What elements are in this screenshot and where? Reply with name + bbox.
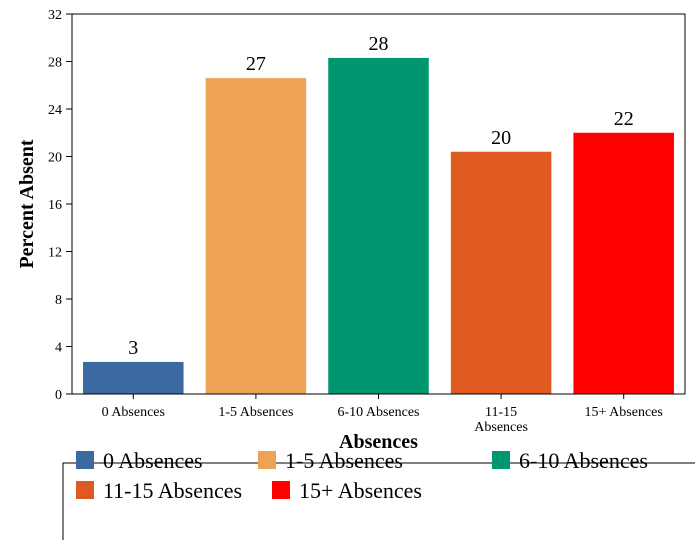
x-tick-label: Absences bbox=[474, 420, 528, 435]
x-tick-label: 6-10 Absences bbox=[337, 405, 419, 420]
bar bbox=[83, 361, 184, 394]
legend-swatch bbox=[492, 451, 510, 469]
x-tick-label: 15+ Absences bbox=[585, 405, 663, 420]
x-tick-label: 11-15 bbox=[485, 405, 517, 420]
x-tick-label: 0 Absences bbox=[102, 405, 165, 420]
legend: 0 Absences 1-5 Absences 6-10 Absences 11-15… bbox=[62, 448, 695, 540]
bar bbox=[573, 132, 674, 394]
y-tick-label: 32 bbox=[48, 8, 62, 23]
y-axis-ticks: 0 4 8 12 16 20 24 28 32 bbox=[48, 8, 72, 403]
bars bbox=[83, 57, 674, 394]
legend-label: 15+ Absences bbox=[299, 478, 422, 503]
bar bbox=[205, 78, 307, 394]
legend-swatch bbox=[258, 451, 276, 469]
legend-label: 1-5 Absences bbox=[285, 448, 403, 473]
y-axis-title: Percent Absent bbox=[16, 139, 38, 268]
legend-label: 6-10 Absences bbox=[519, 448, 648, 473]
y-tick-label: 16 bbox=[48, 198, 62, 213]
data-labels: 3 27 28 20 22 bbox=[128, 33, 633, 359]
legend-swatch bbox=[76, 481, 94, 499]
y-tick-label: 0 bbox=[55, 388, 62, 403]
legend-swatch bbox=[76, 451, 94, 469]
y-tick-label: 24 bbox=[48, 103, 62, 118]
y-tick-label: 28 bbox=[48, 56, 62, 71]
y-tick-label: 12 bbox=[48, 246, 62, 261]
x-axis-ticks: 0 Absences 1-5 Absences 6-10 Absences 11-15… bbox=[102, 394, 663, 435]
bar bbox=[450, 151, 552, 394]
legend-label: 11-15 Absences bbox=[103, 478, 242, 503]
y-tick-label: 4 bbox=[55, 341, 62, 356]
bar bbox=[328, 57, 429, 394]
x-axis-title: Absences bbox=[339, 431, 418, 453]
data-label: 27 bbox=[246, 53, 266, 75]
data-label: 20 bbox=[491, 127, 511, 149]
y-tick-label: 8 bbox=[55, 293, 62, 308]
y-tick-label: 20 bbox=[48, 151, 62, 166]
plot-frame bbox=[71, 13, 686, 395]
legend-frame bbox=[62, 462, 695, 540]
x-tick-label: 1-5 Absences bbox=[218, 405, 293, 420]
legend-label: 0 Absences bbox=[103, 448, 203, 473]
data-label: 28 bbox=[369, 33, 389, 55]
legend-swatch bbox=[272, 481, 290, 499]
data-label: 3 bbox=[128, 337, 138, 359]
data-label: 22 bbox=[614, 108, 634, 130]
